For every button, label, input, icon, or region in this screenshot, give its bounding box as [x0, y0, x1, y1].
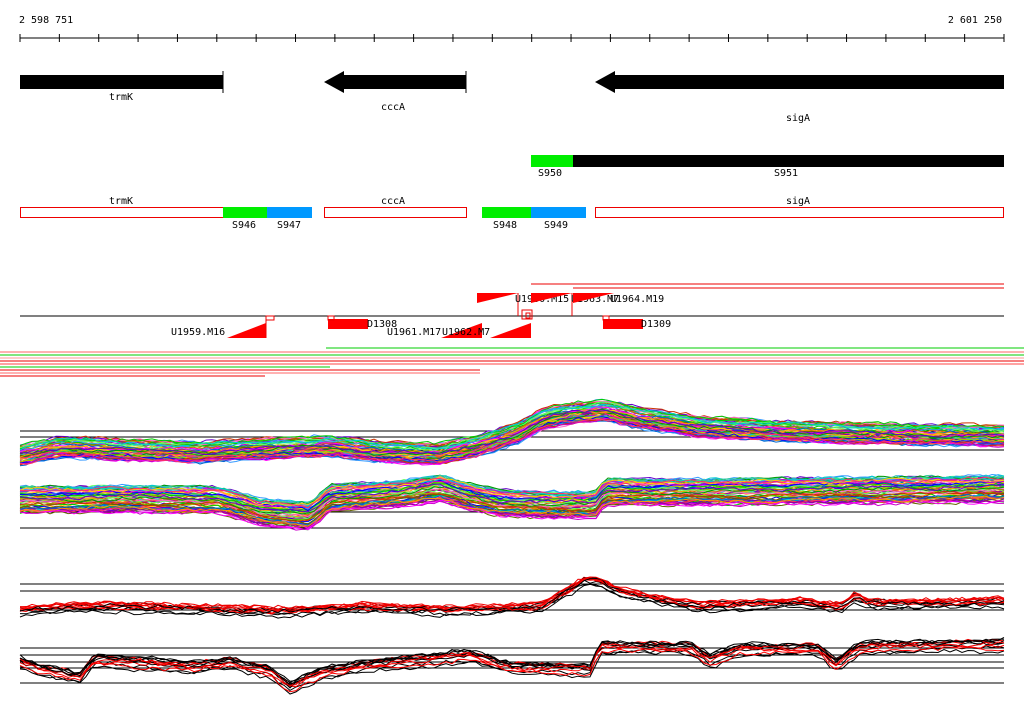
gene-arrow-siga[interactable]	[595, 71, 1004, 93]
segment-label-s949: S949	[544, 220, 568, 231]
segment-label-siga: sigA	[786, 196, 810, 207]
probe-track: U1959.M16 D1308 U1961.M17 U1962.M7 U1960…	[20, 283, 1004, 338]
transcript-coverage-stripes	[0, 347, 1024, 377]
probe-label-u1963: U1963.M7	[571, 294, 619, 305]
segment-box-ccca[interactable]	[324, 207, 467, 218]
ruler-end-label: 2 601 250	[948, 15, 1002, 26]
expression-trace	[19, 486, 1005, 515]
expression-trace	[19, 495, 1005, 528]
gene-label-ccca: cccA	[381, 102, 405, 113]
expression-trace	[19, 401, 1005, 451]
expression-trace	[19, 646, 1005, 693]
expression-trace	[20, 476, 1005, 509]
expression-trace	[19, 648, 1005, 695]
probe-u1962[interactable]	[441, 323, 482, 338]
segment-label-ccca: cccA	[381, 196, 405, 207]
expression-trace	[19, 409, 1005, 455]
expression-trace	[19, 406, 1005, 455]
expression-trace	[19, 481, 1005, 512]
expression-trace	[19, 495, 1005, 527]
probe-d1308[interactable]	[327, 315, 368, 329]
segment-box-siga[interactable]	[595, 207, 1004, 218]
probe-label-u1964: U1964.M19	[610, 294, 664, 305]
segment-box-trmk[interactable]	[20, 207, 224, 218]
operon-label-s951: S951	[774, 168, 798, 179]
probe-u1963[interactable]	[531, 293, 573, 316]
probe-label-u1961: U1961.M17	[387, 327, 441, 338]
coordinate-ruler: 2 598 751 2 601 250	[19, 15, 1005, 42]
ruler-ticks	[19, 34, 1005, 42]
gene-arrow-ccca[interactable]	[324, 71, 467, 93]
gene-track: trmK cccA sigA	[20, 71, 1004, 124]
expression-trace	[19, 643, 1005, 688]
probe-label-d1309: D1309	[641, 319, 671, 330]
segment-s949[interactable]	[531, 207, 586, 218]
segment-s947[interactable]	[267, 207, 312, 218]
expression-trace	[19, 576, 1005, 610]
operon-track: S950 S951	[531, 155, 1004, 179]
segment-s948[interactable]	[482, 207, 531, 218]
expression-trace	[19, 641, 1005, 687]
probe-u1964[interactable]	[573, 293, 614, 303]
expression-trace	[19, 493, 1005, 526]
operon-s950[interactable]	[531, 155, 573, 167]
probe-u1959[interactable]	[227, 315, 275, 338]
expression-trace	[19, 637, 1005, 683]
expression-trace	[19, 408, 1005, 456]
probe-u1960[interactable]	[477, 293, 533, 338]
probe-label-d1308: D1308	[367, 319, 397, 330]
expression-trace	[19, 398, 1005, 447]
probe-label-u1959: U1959.M16	[171, 327, 225, 338]
gene-arrow-trmk[interactable]	[20, 71, 224, 93]
probe-label-u1962: U1962.M7	[442, 327, 490, 338]
operon-s951[interactable]	[573, 155, 1004, 167]
expression-profile-panel-2	[19, 473, 1005, 531]
segment-s946[interactable]	[223, 207, 267, 218]
probe-d1309[interactable]	[602, 315, 643, 329]
expression-profile-panel-3	[19, 576, 1005, 619]
ruler-start-label: 2 598 751	[19, 15, 73, 26]
gene-label-siga: sigA	[786, 113, 810, 124]
segment-label-s947: S947	[277, 220, 301, 231]
expression-trace	[19, 479, 1005, 512]
expression-trace	[19, 477, 1005, 509]
expression-trace	[19, 403, 1005, 451]
expression-profile-panel-1	[19, 398, 1005, 467]
expression-trace	[19, 645, 1005, 692]
segment-track: trmK S946 S947 cccA S948 S949 sigA	[20, 196, 1004, 231]
segment-label-s948: S948	[493, 220, 517, 231]
expression-trace	[19, 499, 1005, 529]
segment-label-trmk: trmK	[109, 196, 133, 207]
expression-trace	[19, 418, 1005, 465]
gene-label-trmk: trmK	[109, 92, 133, 103]
expression-trace	[19, 410, 1005, 458]
expression-trace	[19, 483, 1005, 513]
segment-label-s946: S946	[232, 220, 256, 231]
operon-label-s950: S950	[538, 168, 562, 179]
expression-profile-panel-4	[19, 637, 1005, 695]
expression-trace	[19, 490, 1005, 523]
